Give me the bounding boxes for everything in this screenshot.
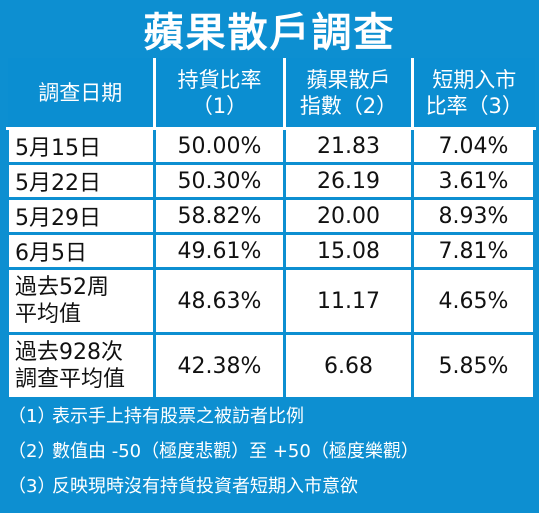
row-sentiment-index: 20.00 — [283, 197, 414, 235]
row-holding-ratio: 50.00% — [153, 127, 286, 165]
header-date: 調查日期 — [7, 58, 156, 130]
row-holding-ratio: 42.38% — [153, 332, 286, 400]
row-holding-ratio: 48.63% — [153, 267, 286, 335]
footnote-item: （3） 反映現時沒有持貨投資者短期入市意欲 — [6, 469, 533, 504]
table-row: 5月22日 50.30% 26.19 3.61% — [6, 162, 536, 200]
row-holding-ratio: 58.82% — [153, 197, 286, 235]
row-sentiment-index: 21.83 — [283, 127, 414, 165]
footnote-number: （3） — [8, 476, 56, 497]
row-entry-ratio: 8.93% — [411, 197, 536, 235]
row-holding-ratio: 49.61% — [153, 232, 286, 270]
row-sentiment-index: 26.19 — [283, 162, 414, 200]
footnote-item: （2） 數值由 -50（極度悲觀）至 +50（極度樂觀） — [6, 434, 533, 469]
row-date: 5月29日 — [6, 197, 156, 235]
survey-table: 調查日期 持貨比率 （1） 蘋果散戶 指數（2） 短期入市 比率（3） 5月15… — [6, 58, 536, 400]
footnote-text: 表示手上持有股票之被訪者比例 — [52, 406, 304, 427]
footnote-item: （1） 表示手上持有股票之被訪者比例 — [6, 399, 533, 434]
table-header-row: 調查日期 持貨比率 （1） 蘋果散戶 指數（2） 短期入市 比率（3） — [7, 58, 535, 130]
row-entry-ratio: 4.65% — [411, 267, 536, 335]
row-entry-ratio: 7.81% — [411, 232, 536, 270]
header-entry-ratio: 短期入市 比率（3） — [411, 58, 535, 130]
row-holding-ratio: 50.30% — [153, 162, 286, 200]
table-row: 5月29日 58.82% 20.00 8.93% — [6, 197, 536, 235]
footnote-text: 反映現時沒有持貨投資者短期入市意欲 — [52, 476, 358, 497]
row-date: 5月15日 — [6, 127, 156, 165]
footnote-number: （1） — [8, 406, 56, 427]
header-holding-ratio: 持貨比率 （1） — [153, 58, 286, 130]
row-entry-ratio: 3.61% — [411, 162, 536, 200]
table-row: 過去52周 平均值 48.63% 11.17 4.65% — [6, 267, 536, 335]
footnote-text: 數值由 -50（極度悲觀）至 +50（極度樂觀） — [52, 441, 419, 462]
row-date: 過去928次 調查平均值 — [6, 332, 156, 400]
footnotes: （1） 表示手上持有股票之被訪者比例 （2） 數值由 -50（極度悲觀）至 +5… — [6, 399, 533, 504]
row-date: 5月22日 — [6, 162, 156, 200]
row-date: 6月5日 — [6, 232, 156, 270]
table-row: 5月15日 50.00% 21.83 7.04% — [6, 127, 536, 165]
row-date: 過去52周 平均值 — [6, 267, 156, 335]
row-entry-ratio: 7.04% — [411, 127, 536, 165]
page-title: 蘋果散戶調查 — [143, 9, 396, 56]
row-entry-ratio: 5.85% — [411, 332, 536, 400]
header-sentiment-index: 蘋果散戶 指數（2） — [283, 58, 414, 130]
row-sentiment-index: 15.08 — [283, 232, 414, 270]
row-sentiment-index: 6.68 — [283, 332, 414, 400]
table-row: 6月5日 49.61% 15.08 7.81% — [6, 232, 536, 270]
row-sentiment-index: 11.17 — [283, 267, 414, 335]
table-row: 過去928次 調查平均值 42.38% 6.68 5.85% — [6, 332, 536, 400]
footnote-number: （2） — [8, 441, 56, 462]
